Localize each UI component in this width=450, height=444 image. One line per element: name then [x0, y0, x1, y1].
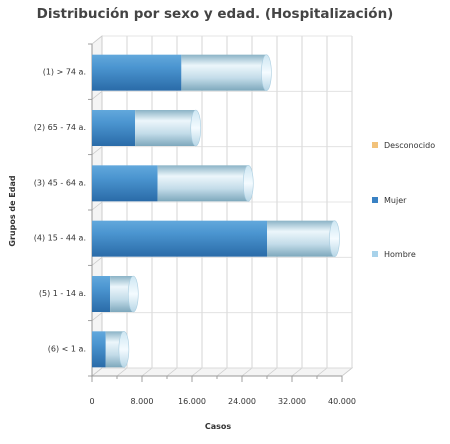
legend-swatch: [372, 142, 378, 148]
category-label: (1) > 74 a.: [43, 68, 86, 77]
bar-end-cap: [261, 54, 272, 91]
x-tick-label: 16.000: [178, 397, 206, 406]
bar-mujer: [92, 110, 136, 146]
bar-end-cap: [329, 220, 340, 257]
x-axis-label: Casos: [205, 422, 232, 431]
bar-hombre: [157, 165, 249, 202]
category-labels: (1) > 74 a. (2) 65 - 74 a. (3) 45 - 64 a. (…: [34, 68, 86, 354]
bar-mujer: [92, 54, 182, 91]
legend-item-mujer: Mujer: [372, 196, 407, 205]
bar-end-cap: [190, 109, 202, 147]
bar-mujer: [92, 220, 267, 257]
x-tick-label: 32.000: [278, 397, 306, 406]
x-tick-labels: 0 8.000 16.000 24.000 32.000 40.000: [89, 397, 356, 406]
legend-label: Hombre: [384, 250, 416, 259]
category-label: (3) 45 - 64 a.: [34, 178, 86, 187]
bar-end-cap: [127, 275, 139, 313]
category-label: (6) < 1 a.: [48, 344, 86, 353]
chart-title: Distribución por sexo y edad. (Hospitali…: [37, 6, 394, 22]
bar-end-cap: [242, 165, 254, 202]
x-tick-label: 40.000: [328, 397, 356, 406]
bar-hombre: [267, 220, 335, 257]
legend: Desconocido Mujer Hombre: [372, 141, 435, 259]
bar-mujer: [92, 165, 158, 202]
legend-label: Mujer: [384, 196, 407, 205]
bars: [92, 54, 340, 368]
legend-item-desconocido: Desconocido: [372, 141, 435, 150]
x-tick-label: 8.000: [131, 397, 154, 406]
bar-mujer: [92, 276, 111, 312]
x-tick-label: 0: [89, 397, 94, 406]
bar-hombre: [135, 110, 196, 146]
legend-label: Desconocido: [384, 141, 435, 150]
bar-end-cap: [118, 331, 130, 368]
y-axis-label: Grupos de Edad: [8, 175, 17, 247]
x-tick-label: 24.000: [228, 397, 256, 406]
category-label: (5) 1 - 14 a.: [39, 289, 86, 298]
bar-hombre: [110, 276, 134, 312]
bar-mujer: [92, 331, 106, 368]
legend-item-hombre: Hombre: [372, 250, 416, 259]
legend-swatch: [372, 251, 378, 257]
bar-hombre: [181, 54, 267, 91]
category-label: (4) 15 - 44 a.: [34, 234, 86, 243]
legend-swatch: [372, 197, 378, 203]
category-label: (2) 65 - 74 a.: [34, 123, 86, 132]
